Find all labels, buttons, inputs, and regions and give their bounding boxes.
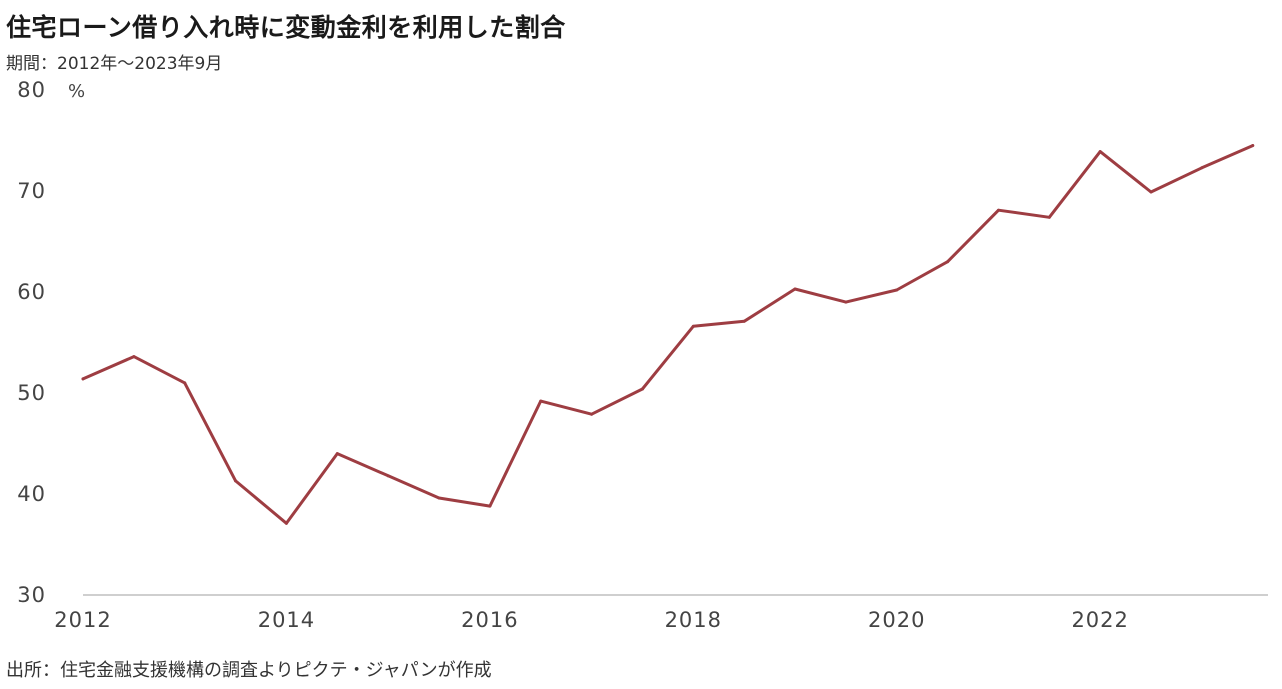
- y-tick-label: 50: [17, 381, 46, 405]
- data-point: [793, 287, 797, 291]
- data-point: [742, 319, 746, 323]
- data-point: [488, 504, 492, 508]
- y-tick-label: 80: [17, 78, 46, 102]
- data-point: [1149, 190, 1153, 194]
- y-axis-ticks: 80 70 60 50 40 30: [17, 78, 46, 607]
- x-tick-label: 2014: [258, 608, 315, 632]
- data-point: [386, 474, 390, 478]
- data-point: [437, 496, 441, 500]
- data-point: [590, 412, 594, 416]
- y-tick-label: 60: [17, 280, 46, 304]
- data-point: [234, 479, 238, 483]
- data-point: [284, 521, 288, 525]
- x-tick-label: 2012: [54, 608, 111, 632]
- data-point: [640, 387, 644, 391]
- chart-title: 住宅ローン借り入れ時に変動金利を利用した割合: [6, 13, 566, 42]
- data-point: [1200, 166, 1204, 170]
- data-point: [1098, 150, 1102, 154]
- data-point: [335, 452, 339, 456]
- data-point: [895, 288, 899, 292]
- data-point: [539, 399, 543, 403]
- data-point: [691, 324, 695, 328]
- x-tick-label: 2022: [1071, 608, 1128, 632]
- data-point: [183, 381, 187, 385]
- data-point: [1047, 215, 1051, 219]
- data-point: [844, 300, 848, 304]
- y-tick-label: 70: [17, 179, 46, 203]
- x-axis-ticks: 2012 2014 2016 2018 2020 2022: [54, 608, 1128, 632]
- data-point: [1251, 144, 1255, 148]
- x-tick-label: 2018: [665, 608, 722, 632]
- y-tick-label: 40: [17, 482, 46, 506]
- data-point: [996, 208, 1000, 212]
- data-point: [132, 355, 136, 359]
- source-note: 出所：住宅金融支援機構の調査よりピクテ・ジャパンが作成: [6, 660, 492, 681]
- data-point: [946, 260, 950, 264]
- chart-subtitle: 期間：2012年～2023年9月: [6, 54, 223, 74]
- y-unit-label: %: [68, 81, 86, 102]
- x-tick-label: 2016: [461, 608, 518, 632]
- data-point: [81, 377, 85, 381]
- series-group: [81, 144, 1255, 525]
- x-tick-label: 2020: [868, 608, 925, 632]
- y-tick-label: 30: [17, 583, 46, 607]
- series-line: [81, 144, 1255, 525]
